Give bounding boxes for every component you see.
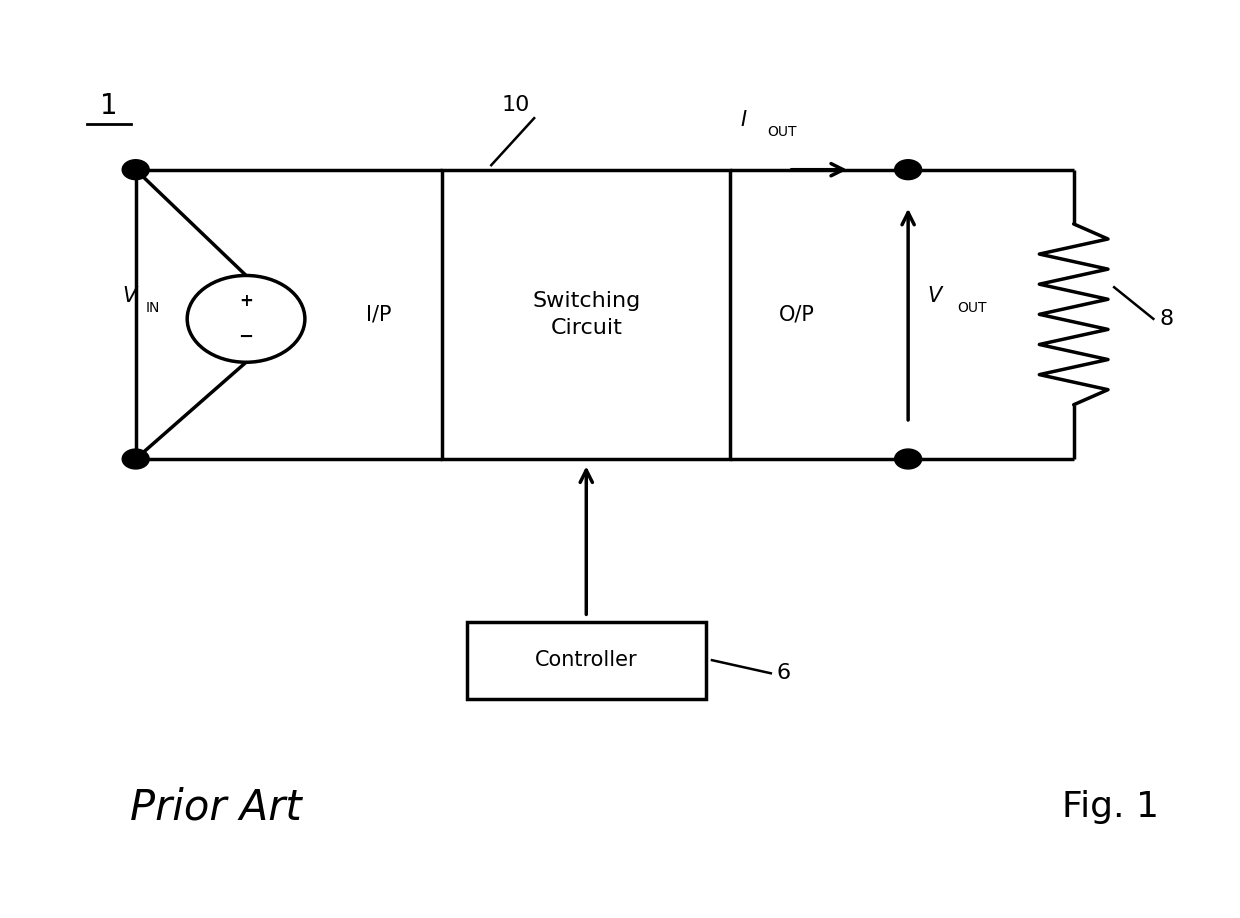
Text: $V$: $V$: [926, 286, 944, 307]
Circle shape: [123, 160, 149, 180]
Bar: [466, 621, 706, 699]
Text: OUT: OUT: [957, 301, 987, 315]
Circle shape: [123, 449, 149, 469]
Text: 10: 10: [502, 95, 529, 115]
Text: IN: IN: [145, 301, 160, 315]
Text: Switching
Circuit: Switching Circuit: [532, 291, 640, 338]
Text: I/P: I/P: [366, 305, 391, 324]
Text: 8: 8: [1159, 308, 1173, 329]
Text: +: +: [239, 292, 253, 309]
Text: OUT: OUT: [768, 125, 796, 139]
Circle shape: [894, 449, 921, 469]
Text: Prior Art: Prior Art: [129, 786, 301, 828]
Text: −: −: [238, 328, 254, 346]
Text: Fig. 1: Fig. 1: [1061, 790, 1159, 824]
Bar: [443, 170, 730, 459]
Circle shape: [894, 160, 921, 180]
Text: 6: 6: [777, 664, 791, 683]
Text: 1: 1: [100, 92, 118, 120]
Text: O/P: O/P: [779, 305, 815, 324]
Text: $V$: $V$: [122, 286, 139, 307]
Text: $I$: $I$: [740, 110, 748, 130]
Text: Controller: Controller: [534, 650, 637, 670]
